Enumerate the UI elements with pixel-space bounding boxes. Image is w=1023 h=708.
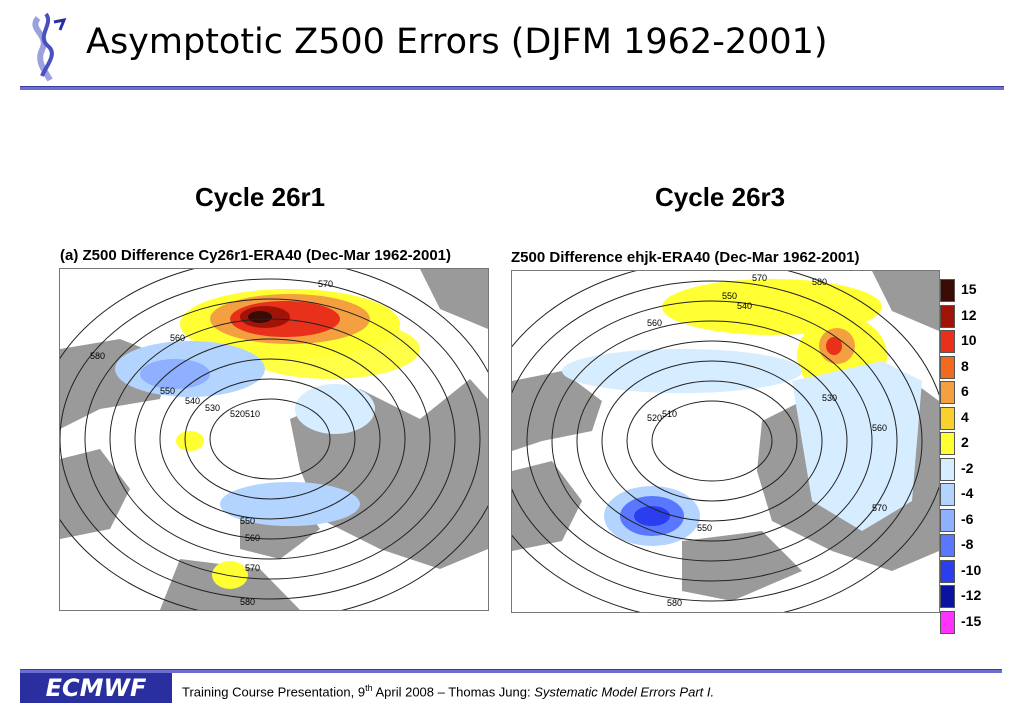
panel-1-map-svg: 580 570 560 550 540 530 520 510 550 560 … [60, 269, 488, 610]
colorbar-swatch [940, 610, 955, 634]
contour-label: 570 [872, 503, 887, 513]
slide-title: Asymptotic Z500 Errors (DJFM 1962-2001) [86, 22, 828, 62]
contour-label: 580 [667, 598, 682, 608]
contour-label: 550 [160, 386, 175, 396]
colorbar-label: -15 [961, 612, 982, 629]
colorbar-swatch [940, 559, 955, 583]
contour-label: 560 [170, 333, 185, 343]
footer-text-main: Training Course Presentation, 9 [182, 684, 366, 700]
colorbar-swatch [940, 483, 955, 506]
contour-label: 560 [647, 318, 662, 328]
colorbar-swatch [940, 279, 955, 302]
colorbar-label: -4 [961, 485, 974, 501]
contour-label: 510 [662, 409, 677, 419]
colorbar-swatch [940, 355, 955, 379]
colorbar-label: 8 [961, 357, 969, 374]
panel-1-map: 580 570 560 550 540 530 520 510 550 560 … [59, 268, 489, 611]
colorbar-swatch [940, 508, 955, 532]
colorbar-label: 6 [961, 383, 969, 399]
ecmwf-ribbon-logo [32, 12, 67, 82]
panel-2-map: 570 580 560 550 540 530 520 510 550 560 … [511, 270, 940, 613]
colorbar-label: -8 [961, 536, 974, 552]
colorbar-swatch [940, 304, 955, 328]
footer-divider [20, 669, 1002, 673]
colorbar-label: 12 [961, 306, 977, 323]
colorbar-swatch [940, 406, 955, 430]
panel-2-subtitle: Cycle 26r3 [655, 182, 786, 212]
title-divider [20, 86, 1004, 90]
colorbar-label: 15 [961, 281, 977, 297]
colorbar-label: 10 [961, 332, 977, 348]
colorbar-label: 2 [961, 434, 969, 450]
colorbar-swatch [940, 381, 955, 404]
panel-1-title: (a) Z500 Difference Cy26r1-ERA40 (Dec-Ma… [60, 247, 452, 264]
panel-2-map-svg: 570 580 560 550 540 530 520 510 550 560 … [512, 271, 939, 612]
footer-text: Training Course Presentation, 9th April … [182, 683, 714, 699]
contour-label: 550 [240, 516, 255, 526]
contour-label: 580 [90, 351, 105, 361]
footer-text-middle: April 2008 – Thomas Jung: [372, 684, 535, 700]
colorbar-swatch [940, 585, 955, 608]
contour-label: 540 [185, 396, 200, 406]
colorbar-label: -12 [961, 587, 982, 603]
contour-label: 580 [240, 597, 255, 607]
contour-label: 570 [752, 273, 767, 283]
contour-label: 530 [205, 403, 220, 413]
contour-label: 560 [872, 423, 887, 433]
contour-label: 570 [245, 563, 260, 573]
colorbar-label: 4 [961, 408, 969, 425]
colorbar-swatch [940, 457, 955, 481]
contour-label: 510 [245, 409, 260, 419]
contour-label: 550 [722, 291, 737, 301]
contour-label: 550 [697, 523, 712, 533]
colorbar-swatch [940, 534, 955, 557]
ecmwf-logo: ECMWF [20, 673, 172, 703]
panel-1-subtitle: Cycle 26r1 [195, 182, 326, 212]
contour-label: 570 [318, 279, 333, 289]
colorbar-label: -6 [961, 510, 974, 527]
colorbar-label: -10 [961, 561, 982, 578]
contour-label: 560 [245, 533, 260, 543]
colorbar-swatch [940, 432, 955, 455]
contour-label: 520 [647, 413, 662, 423]
contour-label: 530 [822, 393, 837, 403]
colorbar-legend: 15 12 10 8 6 4 2 -2 -4 -6 -8 -10 -12 -15 [940, 279, 992, 634]
colorbar-swatch [940, 330, 955, 353]
panel-2-title: Z500 Difference ehjk-ERA40 (Dec-Mar 1962… [511, 249, 860, 266]
colorbar-label: -2 [961, 459, 974, 476]
contour-label: 580 [812, 277, 827, 287]
footer-sup: th [365, 683, 373, 693]
contour-label: 520 [230, 409, 245, 419]
contour-label: 540 [737, 301, 752, 311]
footer-text-italic: Systematic Model Errors Part I. [534, 684, 715, 700]
